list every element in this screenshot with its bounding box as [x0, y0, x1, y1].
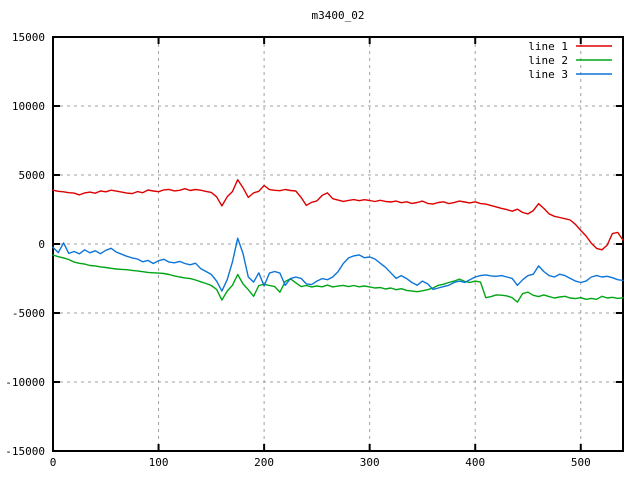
plot-border [52, 36, 624, 452]
legend-label: line 2 [528, 54, 568, 67]
y-tick-label: -10000 [5, 376, 45, 389]
x-tick-label: 400 [465, 456, 485, 469]
grid-lines [53, 37, 623, 451]
legend-label: line 1 [528, 40, 568, 53]
y-tick-label: 10000 [12, 100, 45, 113]
legend-label: line 3 [528, 68, 568, 81]
x-tick-label: 500 [571, 456, 591, 469]
y-tick-label: 0 [38, 238, 45, 251]
series-line-2 [52, 254, 624, 303]
y-tick-labels: 15000 10000 5000 0 -5000 -10000 -15000 [5, 31, 45, 458]
x-tick-label: 200 [254, 456, 274, 469]
series-line-1 [52, 178, 624, 251]
y-tick-label: -15000 [5, 445, 45, 458]
data-series [52, 178, 624, 303]
x-tick-label: 0 [50, 456, 57, 469]
y-tick-label: 5000 [19, 169, 46, 182]
series-line-3 [52, 237, 624, 292]
x-tick-labels: 0 100 200 300 400 500 [50, 456, 591, 469]
y-tick-label: -5000 [12, 307, 45, 320]
chart-title: m3400_02 [312, 9, 365, 22]
x-tick-label: 100 [149, 456, 169, 469]
x-tick-label: 300 [360, 456, 380, 469]
y-tick-label: 15000 [12, 31, 45, 44]
